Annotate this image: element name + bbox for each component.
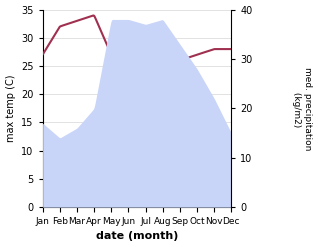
Y-axis label: max temp (C): max temp (C): [5, 75, 16, 142]
Y-axis label: med. precipitation
 (kg/m2): med. precipitation (kg/m2): [292, 67, 313, 150]
X-axis label: date (month): date (month): [96, 231, 178, 242]
